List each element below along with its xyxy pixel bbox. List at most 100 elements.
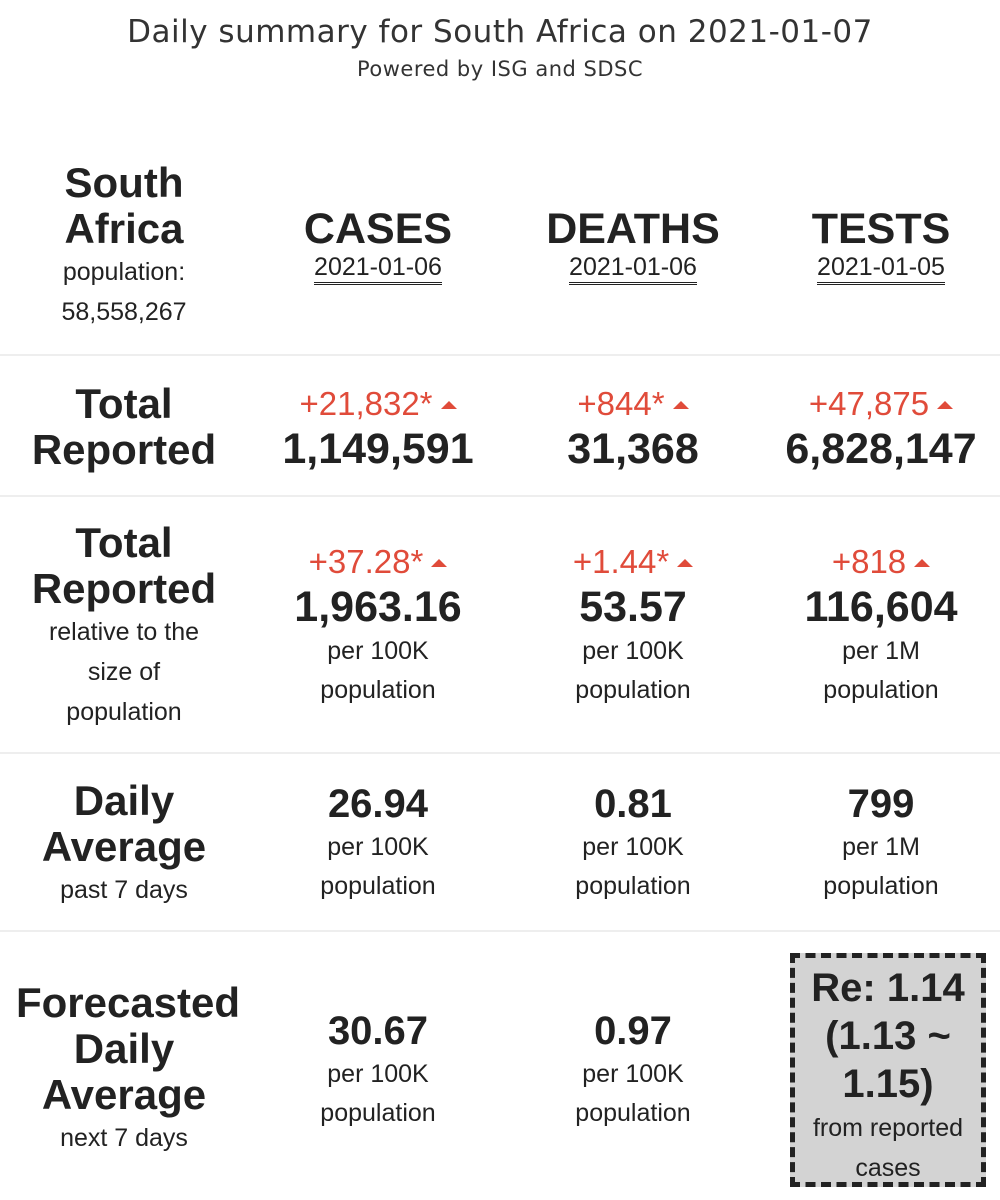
unit-line1: per 100K — [582, 1060, 684, 1088]
reproduction-number-box: Re: 1.14 (1.13 ~ 1.15) from reported cas… — [790, 953, 986, 1187]
delta-text: +21,832* — [299, 385, 433, 422]
delta-value: +37.28* — [252, 542, 504, 582]
column-title: CASES — [303, 205, 453, 253]
forecast-cases-cell: 30.67 per 100K population — [252, 1007, 504, 1133]
total-tests-cell: +47,875 6,828,147 — [762, 384, 1000, 474]
column-date[interactable]: 2021-01-06 — [569, 252, 697, 285]
increase-triangle-icon — [440, 401, 457, 409]
unit-line1: per 100K — [582, 637, 684, 665]
daily-tests-cell: 799 per 1M population — [762, 780, 1000, 906]
delta-value: +21,832* — [252, 384, 504, 424]
row-label-daily-average: Daily Average past 7 days — [0, 778, 248, 910]
row-divider — [0, 752, 1000, 754]
row-sublabel: past 7 days — [60, 876, 188, 904]
increase-triangle-icon — [914, 559, 931, 567]
increase-triangle-icon — [431, 559, 448, 567]
unit-line1: per 100K — [327, 833, 429, 861]
row-label-relative: Total Reported relative to the size of p… — [0, 520, 248, 732]
re-sub-line1: from reported — [812, 1114, 964, 1142]
column-title: DEATHS — [546, 205, 720, 253]
population-value: 58,558,267 — [61, 298, 187, 326]
column-date[interactable]: 2021-01-05 — [817, 252, 945, 285]
re-line2: (1.13 ~ — [825, 1014, 951, 1058]
total-value: 6,828,147 — [785, 425, 977, 473]
page-title: Daily summary for South Africa on 2021-0… — [127, 14, 873, 50]
forecast-deaths-cell: 0.97 per 100K population — [508, 1007, 758, 1133]
unit-line1: per 100K — [582, 833, 684, 861]
daily-value: 799 — [847, 782, 915, 826]
daily-value: 0.81 — [594, 782, 672, 826]
delta-text: +818 — [831, 543, 907, 580]
region-header: South Africa population: 58,558,267 — [0, 160, 248, 332]
relative-deaths-cell: +1.44* 53.57 per 100K population — [508, 542, 758, 710]
unit-line2: population — [575, 872, 691, 900]
row-divider — [0, 495, 1000, 497]
population-label: population: — [62, 258, 186, 286]
increase-triangle-icon — [672, 401, 689, 409]
row-label-line2: Daily — [73, 1025, 175, 1072]
unit-line2: population — [320, 1099, 436, 1127]
row-divider — [0, 930, 1000, 932]
forecast-value: 30.67 — [327, 1009, 429, 1053]
row-label-forecast: Forecasted Daily Average next 7 days — [0, 980, 248, 1158]
row-label-total-reported: Total Reported — [0, 381, 248, 473]
relative-value: 116,604 — [804, 583, 958, 631]
column-header-deaths: DEATHS 2021-01-06 — [508, 206, 758, 285]
relative-cases-cell: +37.28* 1,963.16 per 100K population — [252, 542, 504, 710]
unit-line1: per 100K — [327, 1060, 429, 1088]
forecast-value: 0.97 — [594, 1009, 672, 1053]
row-label-line1: Total — [75, 519, 173, 566]
delta-value: +1.44* — [508, 542, 758, 582]
unit-line2: population — [575, 676, 691, 704]
increase-triangle-icon — [677, 559, 694, 567]
daily-deaths-cell: 0.81 per 100K population — [508, 780, 758, 906]
row-label-line2: Reported — [31, 565, 217, 612]
total-value: 1,149,591 — [282, 425, 474, 473]
unit-line2: population — [575, 1099, 691, 1127]
unit-line1: per 1M — [842, 833, 920, 861]
total-cases-cell: +21,832* 1,149,591 — [252, 384, 504, 474]
unit-line2: population — [823, 676, 939, 704]
row-label-line2: Reported — [31, 426, 217, 473]
relative-value: 53.57 — [579, 583, 687, 631]
daily-cases-cell: 26.94 per 100K population — [252, 780, 504, 906]
row-label-line1: Forecasted — [15, 979, 241, 1026]
row-sublabel-line1: relative to the — [48, 618, 200, 646]
unit-line2: population — [320, 676, 436, 704]
delta-text: +37.28* — [308, 543, 424, 580]
increase-triangle-icon — [937, 401, 954, 409]
delta-text: +47,875 — [808, 385, 930, 422]
row-label-line2: Average — [41, 823, 207, 870]
delta-text: +844* — [577, 385, 665, 422]
total-deaths-cell: +844* 31,368 — [508, 384, 758, 474]
daily-value: 26.94 — [327, 782, 429, 826]
row-sublabel-line2: size of — [87, 658, 161, 686]
re-line3: 1.15) — [842, 1062, 934, 1106]
unit-line1: per 1M — [842, 637, 920, 665]
row-label-line3: Average — [41, 1071, 207, 1118]
row-label-line1: Total — [75, 380, 173, 427]
re-sub-line2: cases — [855, 1154, 921, 1182]
region-name-line2: Africa — [64, 205, 184, 252]
region-name-line1: South — [64, 159, 184, 206]
page-subtitle: Powered by ISG and SDSC — [356, 57, 644, 81]
relative-value: 1,963.16 — [294, 583, 462, 631]
column-header-tests: TESTS 2021-01-05 — [762, 206, 1000, 285]
column-date[interactable]: 2021-01-06 — [314, 252, 442, 285]
re-line1: Re: 1.14 — [811, 966, 965, 1010]
row-label-line1: Daily — [73, 777, 175, 824]
row-divider — [0, 354, 1000, 356]
column-title: TESTS — [811, 205, 951, 253]
delta-value: +844* — [508, 384, 758, 424]
delta-value: +818 — [762, 542, 1000, 582]
unit-line2: population — [823, 872, 939, 900]
total-value: 31,368 — [567, 425, 699, 473]
relative-tests-cell: +818 116,604 per 1M population — [762, 542, 1000, 710]
row-sublabel: next 7 days — [60, 1124, 188, 1152]
unit-line2: population — [320, 872, 436, 900]
column-header-cases: CASES 2021-01-06 — [252, 206, 504, 285]
row-sublabel-line3: population — [66, 698, 182, 726]
delta-text: +1.44* — [572, 543, 670, 580]
unit-line1: per 100K — [327, 637, 429, 665]
delta-value: +47,875 — [762, 384, 1000, 424]
